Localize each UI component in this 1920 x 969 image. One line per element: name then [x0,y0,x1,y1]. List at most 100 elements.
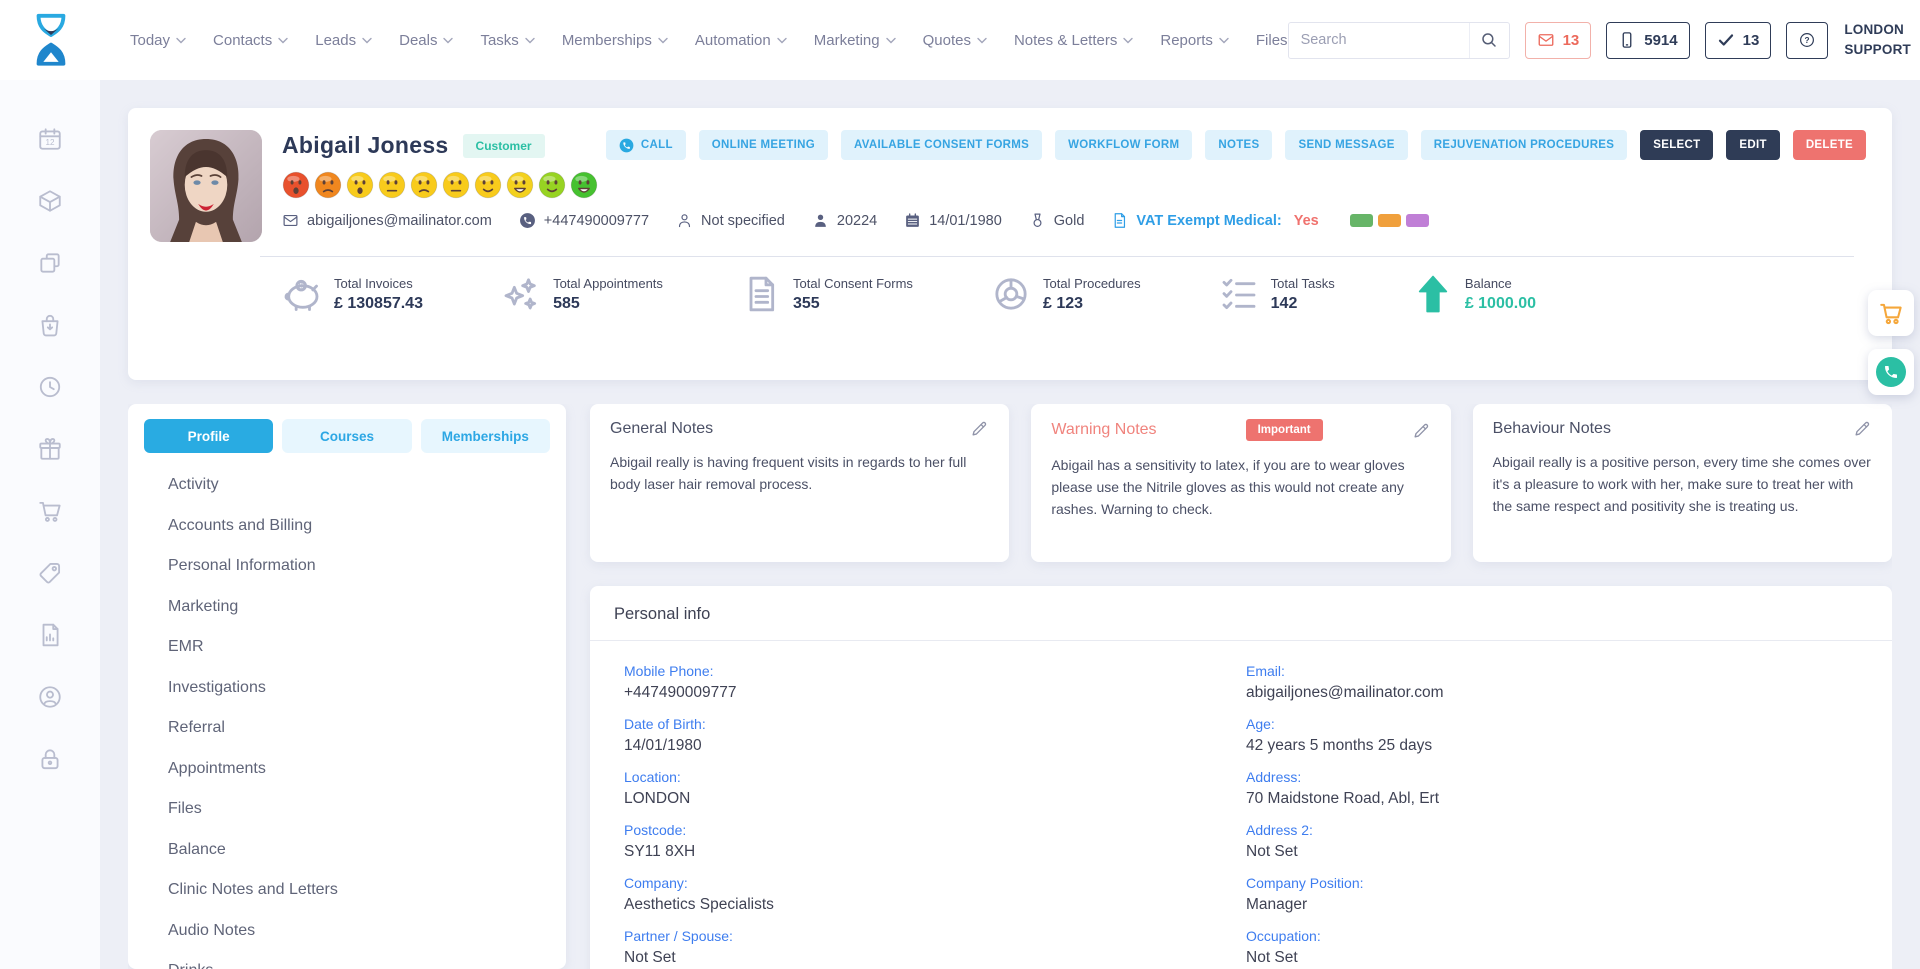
customer-type-badge: Customer [462,133,545,158]
send-message-button[interactable]: SEND MESSAGE [1285,130,1408,160]
stat-value: 142 [1270,294,1298,312]
copy-icon[interactable] [37,250,63,276]
delete-button[interactable]: DELETE [1792,130,1866,160]
phone-circle [1876,357,1906,387]
emoji-grin[interactable] [506,171,534,199]
available-consent-forms-button[interactable]: AVAILABLE CONSENT FORMS [841,130,1043,160]
note-body: Abigail really is having frequent visits… [610,454,967,493]
tag-color-swatch [1405,214,1429,227]
rejuvenation-procedures-button[interactable]: REJUVENATION PROCEDURES [1420,130,1628,160]
phone-float-button[interactable] [1868,349,1914,395]
call-icon [619,138,634,153]
field-age: Age: 42 years 5 months 25 days [1246,716,1868,768]
left-sidebar: 12 [0,80,100,969]
nav-item-automation[interactable]: Automation [695,32,787,49]
calendar-icon[interactable]: 12 [37,126,63,152]
cart-icon[interactable] [37,498,63,524]
nav-item-label: Files [1255,31,1288,49]
emoji-flat[interactable] [378,171,406,199]
nav-item-label: Quotes [922,31,971,49]
workflow-form-button[interactable]: WORKFLOW FORM [1055,130,1193,160]
nav-item-memberships[interactable]: Memberships [562,32,668,49]
sidebar-item-clinic-notes-and-letters[interactable]: Clinic Notes and Letters [168,881,338,898]
field-company-position: Company Position: Manager [1246,875,1868,927]
emoji-sad-open[interactable] [346,171,374,199]
chevron-down-icon [1219,37,1229,44]
search-input[interactable] [1288,32,1469,48]
field-company: Company: Aesthetics Specialists [624,875,1246,927]
sidebar-item-audio-notes[interactable]: Audio Notes [168,921,256,939]
sidebar-item-activity[interactable]: Activity [168,476,219,493]
calls-badge[interactable]: 5914 [1606,21,1690,59]
emoji-grin[interactable] [570,171,598,199]
profile-divider [260,256,1854,257]
call-button[interactable]: CALL [605,130,686,160]
emoji-smile[interactable] [474,171,502,199]
nav-item-deals[interactable]: Deals [399,32,454,49]
nav-item-contacts[interactable]: Contacts [213,32,288,49]
search-button[interactable] [1468,22,1509,58]
nav-item-leads[interactable]: Leads [315,32,372,49]
sidebar-item-appointments[interactable]: Appointments [168,759,266,777]
nav-item-tasks[interactable]: Tasks [480,32,535,49]
button-label: EDIT [1739,139,1767,151]
tasks-badge[interactable]: 13 [1704,21,1772,59]
select-button[interactable]: SELECT [1640,130,1714,160]
sidebar-item-accounts-and-billing[interactable]: Accounts and Billing [168,516,313,534]
field-date-of-birth: Date of Birth: 14/01/1980 [624,716,1246,768]
button-label: CALL [640,139,673,151]
messages-badge[interactable]: 13 [1524,21,1592,59]
sidebar-item-balance[interactable]: Balance [168,840,226,858]
sidebar-item-investigations[interactable]: Investigations [168,678,266,696]
chevron-down-icon [1123,37,1134,44]
help-badge[interactable]: ? [1786,21,1829,59]
sidebar-item-files[interactable]: Files [168,800,202,817]
sidebar-item-marketing[interactable]: Marketing [168,597,239,615]
sidebar-item-drinks[interactable]: Drinks [168,963,550,969]
tab-profile[interactable]: Profile [144,419,274,453]
sidebar-item-emr[interactable]: EMR [168,638,204,655]
emoji-frown[interactable] [314,171,342,199]
field-email: Email: abigailjones@mailinator.com [1246,663,1868,715]
edit-note-button[interactable] [970,419,989,438]
lock-icon[interactable] [37,746,63,772]
contact-item-20224: 20224 [812,212,877,229]
sidebar-item-personal-information[interactable]: Personal Information [168,557,316,574]
tag-color-swatch [1377,214,1401,227]
edit-note-button[interactable] [1412,421,1431,440]
edit-note-button[interactable] [1853,419,1872,438]
tab-courses[interactable]: Courses [282,419,412,453]
stat-total-tasks: Total Tasks 142 [1219,274,1335,314]
price-tag-icon[interactable] [37,560,63,586]
nav-item-quotes[interactable]: Quotes [923,32,987,49]
behaviour-notes-card: Behaviour Notes Abigail really is a posit… [1472,404,1892,562]
package-icon[interactable] [37,188,63,214]
tag-color-swatch [1349,214,1373,227]
edit-button[interactable]: EDIT [1726,130,1780,160]
app-logo[interactable] [28,12,74,68]
field-label: Company Position: [1246,875,1364,891]
history-icon[interactable] [37,374,63,400]
account-icon[interactable] [37,684,63,710]
emoji-frown[interactable] [410,171,438,199]
sidebar-item-referral[interactable]: Referral [168,719,225,736]
cart-float-button[interactable] [1868,290,1914,336]
pencil-icon [1853,419,1872,438]
nav-item-today[interactable]: Today [130,32,186,49]
notes-button[interactable]: NOTES [1205,130,1273,160]
floating-buttons [1868,290,1914,395]
bag-icon[interactable] [37,312,63,338]
field-value: +447490009777 [624,684,737,701]
nav-item-files[interactable]: Files [1256,32,1288,49]
report-icon[interactable] [37,622,63,648]
gift-icon[interactable] [37,436,63,462]
emoji-sad-open[interactable] [282,171,310,199]
emoji-smile[interactable] [538,171,566,199]
online-meeting-button[interactable]: ONLINE MEETING [698,130,828,160]
nav-item-marketing[interactable]: Marketing [814,32,896,49]
nav-item-reports[interactable]: Reports [1160,32,1229,49]
tab-memberships[interactable]: Memberships [420,419,550,453]
emoji-flat[interactable] [442,171,470,199]
main-content: Abigail Joness Customer CALL ONLINE MEETI… [100,80,1920,969]
nav-item-notes-letters[interactable]: Notes & Letters [1014,32,1134,49]
